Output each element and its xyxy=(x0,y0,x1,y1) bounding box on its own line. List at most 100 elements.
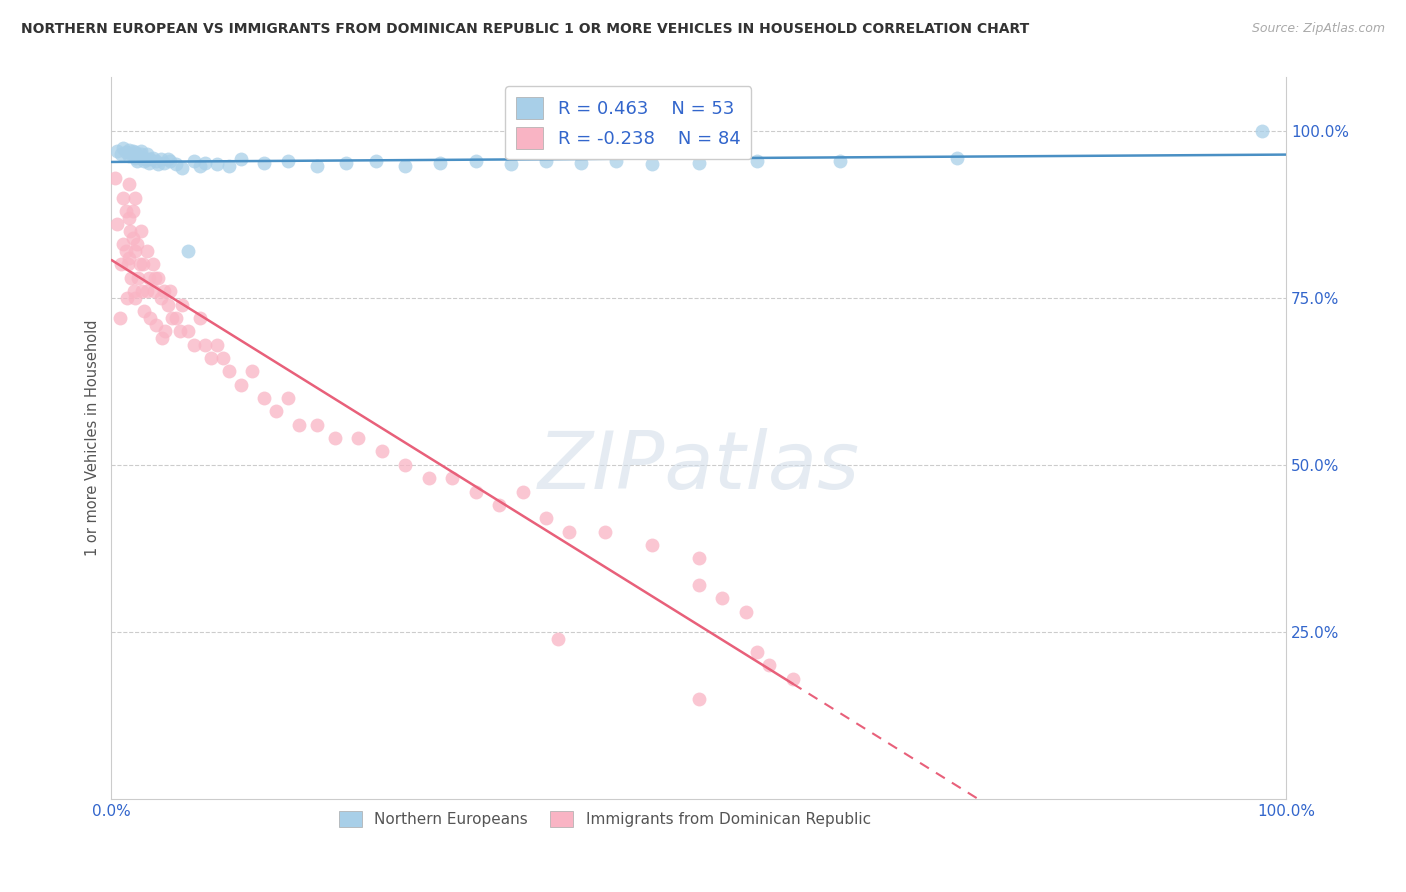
Point xyxy=(218,159,240,173)
Point xyxy=(149,152,172,166)
Text: NORTHERN EUROPEAN VS IMMIGRANTS FROM DOMINICAN REPUBLIC 1 OR MORE VEHICLES IN HO: NORTHERN EUROPEAN VS IMMIGRANTS FROM DOM… xyxy=(21,22,1029,37)
Point xyxy=(134,153,156,168)
Point xyxy=(335,156,357,170)
Point xyxy=(305,417,328,432)
Point xyxy=(323,431,346,445)
Point xyxy=(135,147,157,161)
Point xyxy=(127,153,149,168)
Point xyxy=(1251,124,1274,138)
Point xyxy=(138,156,160,170)
Point xyxy=(139,310,162,325)
Point xyxy=(641,157,664,171)
Point xyxy=(688,156,710,170)
Point xyxy=(124,244,146,259)
Point xyxy=(534,153,557,168)
Point xyxy=(364,153,387,168)
Point xyxy=(115,291,138,305)
Point xyxy=(145,153,167,168)
Point xyxy=(155,324,177,338)
Point xyxy=(124,191,146,205)
Point xyxy=(593,524,616,539)
Point xyxy=(782,672,804,686)
Point xyxy=(112,237,135,252)
Legend: Northern Europeans, Immigrants from Dominican Republic: Northern Europeans, Immigrants from Domi… xyxy=(330,803,879,835)
Point xyxy=(277,391,299,405)
Point xyxy=(370,444,392,458)
Point xyxy=(347,431,370,445)
Point xyxy=(177,244,200,259)
Point xyxy=(240,364,263,378)
Point xyxy=(118,178,141,192)
Point xyxy=(641,538,664,552)
Point xyxy=(134,304,156,318)
Point xyxy=(142,284,165,298)
Point xyxy=(121,231,143,245)
Point xyxy=(121,204,143,219)
Point xyxy=(124,151,146,165)
Point xyxy=(150,331,173,345)
Point xyxy=(170,297,193,311)
Point xyxy=(569,156,592,170)
Point xyxy=(194,337,217,351)
Point xyxy=(114,244,136,259)
Point xyxy=(129,147,152,161)
Point xyxy=(104,170,127,185)
Point xyxy=(105,144,128,158)
Point xyxy=(112,191,135,205)
Point xyxy=(110,147,132,161)
Point xyxy=(441,471,464,485)
Point xyxy=(128,257,150,271)
Point xyxy=(488,498,510,512)
Point xyxy=(135,244,157,259)
Point xyxy=(156,152,179,166)
Point xyxy=(183,153,205,168)
Point xyxy=(165,157,187,171)
Point xyxy=(429,156,451,170)
Point xyxy=(277,153,299,168)
Point xyxy=(688,551,710,566)
Point xyxy=(114,145,136,160)
Point xyxy=(148,270,170,285)
Point xyxy=(688,691,710,706)
Point xyxy=(946,151,969,165)
Point xyxy=(499,157,522,171)
Point xyxy=(120,270,142,285)
Point xyxy=(305,159,328,173)
Point xyxy=(747,645,769,659)
Point xyxy=(110,257,132,271)
Point xyxy=(188,159,211,173)
Point xyxy=(120,224,142,238)
Point xyxy=(194,156,217,170)
Point xyxy=(148,157,170,171)
Point xyxy=(734,605,756,619)
Point xyxy=(200,351,222,365)
Point xyxy=(747,153,769,168)
Point xyxy=(464,153,486,168)
Point xyxy=(758,658,780,673)
Point xyxy=(828,153,851,168)
Text: Source: ZipAtlas.com: Source: ZipAtlas.com xyxy=(1251,22,1385,36)
Point xyxy=(162,310,184,325)
Text: ZIPatlas: ZIPatlas xyxy=(537,428,859,506)
Point xyxy=(139,152,162,166)
Point xyxy=(229,377,252,392)
Point xyxy=(253,391,276,405)
Point xyxy=(288,417,311,432)
Point xyxy=(156,297,179,311)
Point xyxy=(183,337,205,351)
Point xyxy=(141,257,163,271)
Point xyxy=(177,324,200,338)
Point xyxy=(170,161,193,175)
Point xyxy=(132,151,155,165)
Point xyxy=(118,149,141,163)
Point xyxy=(264,404,287,418)
Point xyxy=(132,257,155,271)
Point xyxy=(711,591,734,606)
Point xyxy=(394,458,416,472)
Point xyxy=(135,152,157,166)
Point xyxy=(127,270,149,285)
Point xyxy=(121,144,143,158)
Point xyxy=(464,484,486,499)
Point xyxy=(143,270,166,285)
Point xyxy=(512,484,534,499)
